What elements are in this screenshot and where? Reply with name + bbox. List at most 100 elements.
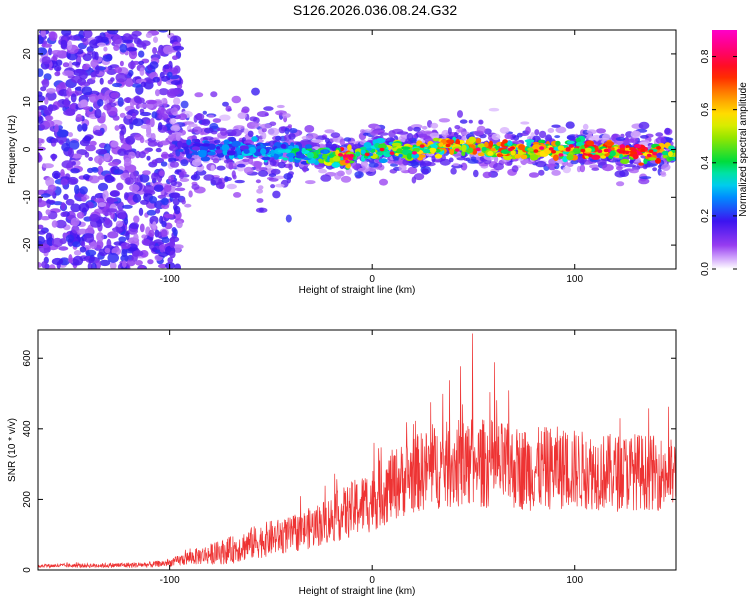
- noise-blob: [66, 40, 73, 51]
- noise-blob: [38, 138, 44, 144]
- noise-blob: [81, 86, 93, 96]
- ridge-blob: [315, 149, 320, 154]
- peak-blob: [348, 154, 354, 158]
- noise-blob: [134, 177, 139, 185]
- haze-blob: [499, 126, 510, 134]
- x-tick-label: 0: [369, 274, 375, 285]
- haze-blob: [429, 132, 440, 140]
- haze-blob: [457, 110, 463, 118]
- haze-blob: [639, 176, 652, 180]
- heatmap-blobs: [38, 30, 676, 269]
- noise-blob: [117, 97, 124, 107]
- noise-blob: [89, 39, 101, 49]
- haze-blob: [468, 119, 473, 124]
- noise-blob: [93, 129, 103, 136]
- noise-blob: [81, 240, 86, 247]
- ridge-blob: [620, 158, 630, 164]
- noise-blob: [118, 212, 127, 220]
- noise-blob: [149, 117, 155, 128]
- ridge-blob: [201, 143, 210, 147]
- haze-blob: [454, 125, 461, 130]
- ridge-blob: [185, 148, 190, 155]
- haze-blob: [225, 105, 232, 112]
- peak-blob: [580, 148, 586, 153]
- haze-blob: [228, 162, 234, 170]
- noise-blob: [75, 113, 83, 122]
- noise-blob: [87, 224, 94, 235]
- haze-blob: [175, 133, 181, 142]
- noise-blob: [119, 43, 128, 53]
- peak-blob: [364, 152, 370, 157]
- colorbar-label: Normalized spectral amplitude: [738, 82, 749, 217]
- noise-blob: [90, 71, 97, 78]
- noise-blob: [65, 198, 75, 206]
- ridge-blob: [251, 136, 258, 142]
- noise-blob: [61, 160, 74, 169]
- peak-blob: [648, 149, 654, 153]
- y-axis-label: Frequency (Hz): [7, 115, 18, 184]
- noise-blob: [41, 56, 51, 65]
- noise-blob: [147, 259, 154, 265]
- noise-blob: [100, 36, 109, 43]
- noise-blob: [133, 215, 140, 224]
- ridge-blob: [609, 150, 616, 157]
- noise-blob: [169, 88, 182, 95]
- ridge-blob: [566, 154, 574, 161]
- ridge-blob: [378, 143, 387, 150]
- haze-blob: [597, 159, 607, 166]
- haze-blob: [212, 158, 220, 164]
- noise-blob: [41, 261, 47, 269]
- noise-blob: [110, 92, 119, 99]
- haze-blob: [630, 130, 641, 139]
- noise-blob: [65, 234, 75, 243]
- ridge-blob: [600, 155, 606, 159]
- noise-blob: [169, 239, 175, 249]
- noise-blob: [132, 250, 144, 257]
- haze-blob: [247, 130, 254, 137]
- noise-blob: [145, 32, 153, 38]
- haze-blob: [242, 158, 250, 163]
- noise-blob: [109, 190, 120, 197]
- ridge-blob: [318, 158, 323, 162]
- x-axis-label: Height of straight line (km): [299, 586, 416, 597]
- y-tick-label: 400: [22, 420, 33, 437]
- haze-blob: [406, 133, 414, 141]
- y-tick-label: 200: [22, 491, 33, 508]
- noise-blob: [163, 213, 174, 219]
- haze-blob: [616, 181, 625, 187]
- haze-blob: [538, 169, 545, 176]
- peak-blob: [565, 147, 571, 151]
- noise-blob: [87, 262, 93, 269]
- noise-blob: [115, 72, 128, 83]
- noise-blob: [104, 217, 111, 225]
- noise-blob: [152, 221, 157, 230]
- haze-blob: [655, 132, 664, 137]
- haze-blob: [233, 125, 245, 130]
- haze-blob: [289, 139, 294, 143]
- y-tick-label: 20: [22, 48, 33, 60]
- haze-blob: [467, 159, 479, 164]
- noise-blob: [123, 192, 129, 201]
- noise-blob: [76, 211, 85, 219]
- haze-blob: [343, 137, 352, 142]
- noise-blob: [110, 77, 115, 82]
- haze-blob: [231, 128, 242, 137]
- haze-blob: [226, 183, 237, 190]
- haze-blob: [368, 162, 379, 168]
- noise-blob: [128, 49, 138, 60]
- noise-blob: [169, 250, 176, 259]
- colorbar-tick-label: 0.6: [700, 102, 711, 116]
- haze-blob: [236, 163, 246, 168]
- noise-blob: [138, 151, 146, 159]
- ridge-blob: [305, 144, 312, 149]
- ridge-blob: [200, 156, 211, 162]
- noise-blob: [48, 47, 53, 56]
- noise-blob: [151, 159, 158, 165]
- ridge-blob: [284, 149, 291, 154]
- peak-blob: [379, 147, 385, 152]
- noise-blob: [157, 106, 165, 115]
- haze-blob: [246, 121, 259, 129]
- noise-blob: [171, 227, 177, 233]
- haze-blob: [231, 95, 242, 104]
- ridge-blob: [360, 149, 366, 155]
